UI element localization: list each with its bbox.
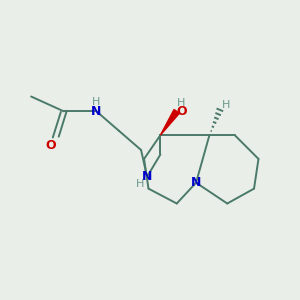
Text: N: N <box>142 170 152 183</box>
Text: O: O <box>176 106 187 118</box>
Text: H: H <box>177 98 185 108</box>
Text: N: N <box>191 176 201 189</box>
Polygon shape <box>160 110 179 135</box>
Text: N: N <box>91 105 102 118</box>
Text: O: O <box>45 139 56 152</box>
Text: H: H <box>92 97 101 107</box>
Text: H: H <box>222 100 230 110</box>
Text: H: H <box>135 179 144 189</box>
